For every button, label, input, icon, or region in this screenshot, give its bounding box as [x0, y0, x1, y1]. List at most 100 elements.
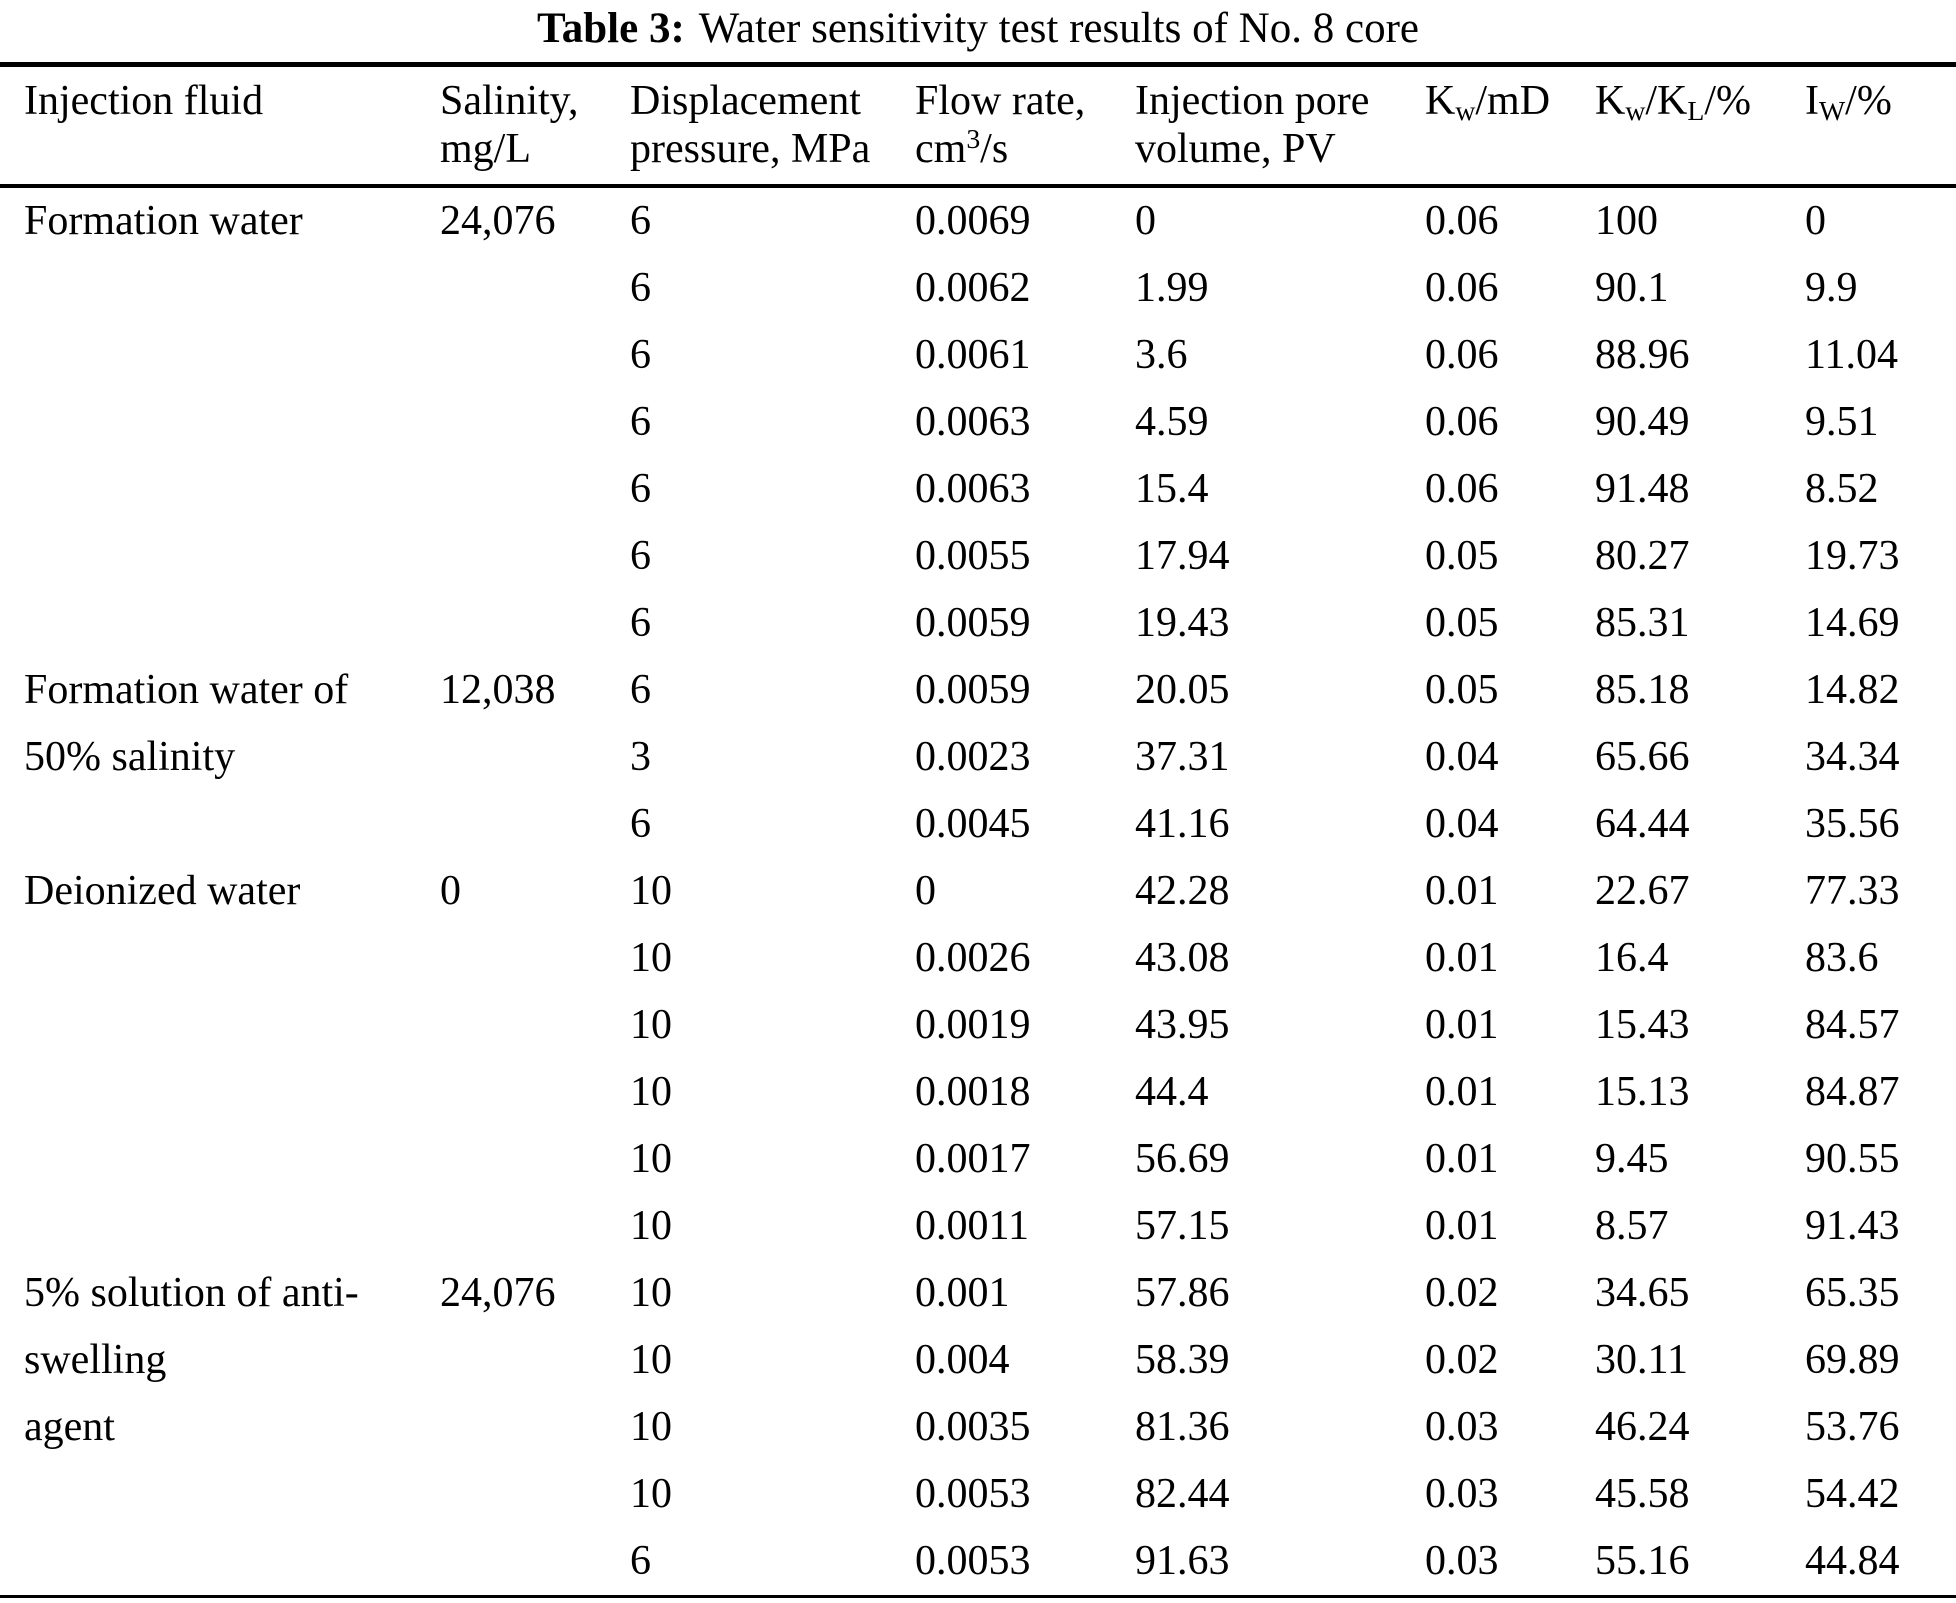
kw-cell: 0.06: [1425, 198, 1499, 244]
symbol-base: K: [1595, 78, 1626, 124]
pressure-cell: 6: [630, 466, 651, 512]
flow-rate-cell: 0.0061: [915, 332, 1031, 378]
kwkl-cell: 45.58: [1595, 1471, 1690, 1517]
symbol-subscript: w: [1625, 95, 1646, 127]
kw-cell: 0.01: [1425, 868, 1499, 914]
flow-rate-cell: 0.0026: [915, 935, 1031, 981]
kw-cell: 0.03: [1425, 1471, 1499, 1517]
flow-rate-cell: 0.0053: [915, 1471, 1031, 1517]
table-row: 10 0.0019 43.95 0.01 15.43 84.57: [0, 992, 1956, 1059]
iw-cell: 54.42: [1805, 1471, 1900, 1517]
kwkl-cell: 9.45: [1595, 1136, 1669, 1182]
pore-volume-cell: 91.63: [1135, 1538, 1230, 1584]
kwkl-cell: 64.44: [1595, 801, 1690, 847]
header-line: Flow rate,: [915, 78, 1086, 124]
table-row: 6 0.0063 4.59 0.06 90.49 9.51: [0, 389, 1956, 456]
pressure-cell: 6: [630, 265, 651, 311]
iw-cell: 9.51: [1805, 399, 1879, 445]
flow-rate-cell: 0.0063: [915, 466, 1031, 512]
pressure-cell: 6: [630, 332, 651, 378]
pressure-cell: 10: [630, 1069, 672, 1115]
salinity-cell: 0: [440, 868, 461, 914]
flow-rate-cell: 0.0017: [915, 1136, 1031, 1182]
table-row: 6 0.0063 15.4 0.06 91.48 8.52: [0, 456, 1956, 523]
flow-rate-cell: 0.0035: [915, 1404, 1031, 1450]
table-row: 10 0.0017 56.69 0.01 9.45 90.55: [0, 1126, 1956, 1193]
table-row: 10 0.004 58.39 0.02 30.11 69.89: [0, 1327, 1956, 1394]
pore-volume-cell: 3.6: [1135, 332, 1188, 378]
pressure-cell: 10: [630, 1471, 672, 1517]
flow-rate-cell: 0.0063: [915, 399, 1031, 445]
table-row: 10 0.0053 82.44 0.03 45.58 54.42: [0, 1461, 1956, 1528]
header-line: Injection pore: [1135, 78, 1370, 124]
pore-volume-cell: 57.15: [1135, 1203, 1230, 1249]
unit-superscript: 3: [966, 123, 981, 155]
kw-cell: 0.02: [1425, 1270, 1499, 1316]
pore-volume-cell: 56.69: [1135, 1136, 1230, 1182]
header-line: Displacement: [630, 78, 861, 124]
pressure-cell: 6: [630, 600, 651, 646]
iw-cell: 69.89: [1805, 1337, 1900, 1383]
table-row: 10 0.0011 57.15 0.01 8.57 91.43: [0, 1193, 1956, 1260]
kwkl-cell: 100: [1595, 198, 1658, 244]
symbol-rest: /%: [1704, 78, 1751, 124]
kwkl-cell: 46.24: [1595, 1404, 1690, 1450]
fluid-name-cell: Formation water: [24, 198, 303, 244]
kw-cell: 0.05: [1425, 667, 1499, 713]
pore-volume-cell: 19.43: [1135, 600, 1230, 646]
header-line: mg/L: [440, 126, 531, 172]
pore-volume-cell: 43.95: [1135, 1002, 1230, 1048]
col-header-kw-kl: Kw/KL/%: [1595, 64, 1805, 188]
pore-volume-cell: 17.94: [1135, 533, 1230, 579]
salinity-cell: 24,076: [440, 198, 556, 244]
header-line: volume, PV: [1135, 126, 1336, 172]
pressure-cell: 6: [630, 533, 651, 579]
unit-base: cm: [915, 126, 967, 172]
symbol-base: K: [1425, 78, 1456, 124]
table-header: Injection fluid Salinity, mg/L Displacem…: [0, 64, 1956, 188]
kwkl-cell: 55.16: [1595, 1538, 1690, 1584]
pressure-cell: 10: [630, 868, 672, 914]
iw-cell: 44.84: [1805, 1538, 1900, 1584]
table-row: 6 0.0061 3.6 0.06 88.96 11.04: [0, 322, 1956, 389]
table-row: Formation water of 50% salinity 12,038 6…: [0, 657, 1956, 780]
header-line: cm3/s: [915, 125, 1135, 173]
pressure-cell: 6: [630, 667, 651, 713]
table-row: 10 0.0035 81.36 0.03 46.24 53.76: [0, 1394, 1956, 1461]
col-header-pore-volume: Injection pore volume, PV: [1135, 64, 1425, 188]
table-row: 3 0.0023 37.31 0.04 65.66 34.34: [0, 724, 1956, 791]
kw-cell: 0.03: [1425, 1404, 1499, 1450]
table-body: Formation water 24,076 6 0.0069 0 0.06 1…: [0, 186, 1956, 1597]
symbol-rest: /%: [1845, 78, 1892, 124]
header-row: Injection fluid Salinity, mg/L Displacem…: [0, 64, 1956, 188]
iw-cell: 91.43: [1805, 1203, 1900, 1249]
kw-cell: 0.01: [1425, 1002, 1499, 1048]
kwkl-cell: 85.18: [1595, 667, 1690, 713]
kw-cell: 0.05: [1425, 600, 1499, 646]
pressure-cell: 6: [630, 801, 651, 847]
col-header-injection-fluid: Injection fluid: [0, 64, 440, 188]
kwkl-cell: 34.65: [1595, 1270, 1690, 1316]
kwkl-cell: 80.27: [1595, 533, 1690, 579]
col-header-iw: IW/%: [1805, 64, 1956, 188]
kwkl-cell: 65.66: [1595, 734, 1690, 780]
table-row: Deionized water 0 10 0 42.28 0.01 22.67 …: [0, 858, 1956, 925]
pressure-cell: 6: [630, 198, 651, 244]
pore-volume-cell: 37.31: [1135, 734, 1230, 780]
pore-volume-cell: 42.28: [1135, 868, 1230, 914]
pore-volume-cell: 20.05: [1135, 667, 1230, 713]
pressure-cell: 10: [630, 1136, 672, 1182]
kwkl-cell: 15.13: [1595, 1069, 1690, 1115]
col-header-kw: Kw/mD: [1425, 64, 1595, 188]
pore-volume-cell: 57.86: [1135, 1270, 1230, 1316]
kw-cell: 0.06: [1425, 399, 1499, 445]
symbol-base: /K: [1645, 78, 1688, 124]
kw-cell: 0.04: [1425, 801, 1499, 847]
kw-cell: 0.06: [1425, 332, 1499, 378]
table-caption-text: Water sensitivity test results of No. 8 …: [698, 5, 1419, 52]
flow-rate-cell: 0.0019: [915, 1002, 1031, 1048]
iw-cell: 11.04: [1805, 332, 1898, 378]
unit-rest: /s: [980, 126, 1009, 172]
symbol-subscript: W: [1819, 95, 1846, 127]
